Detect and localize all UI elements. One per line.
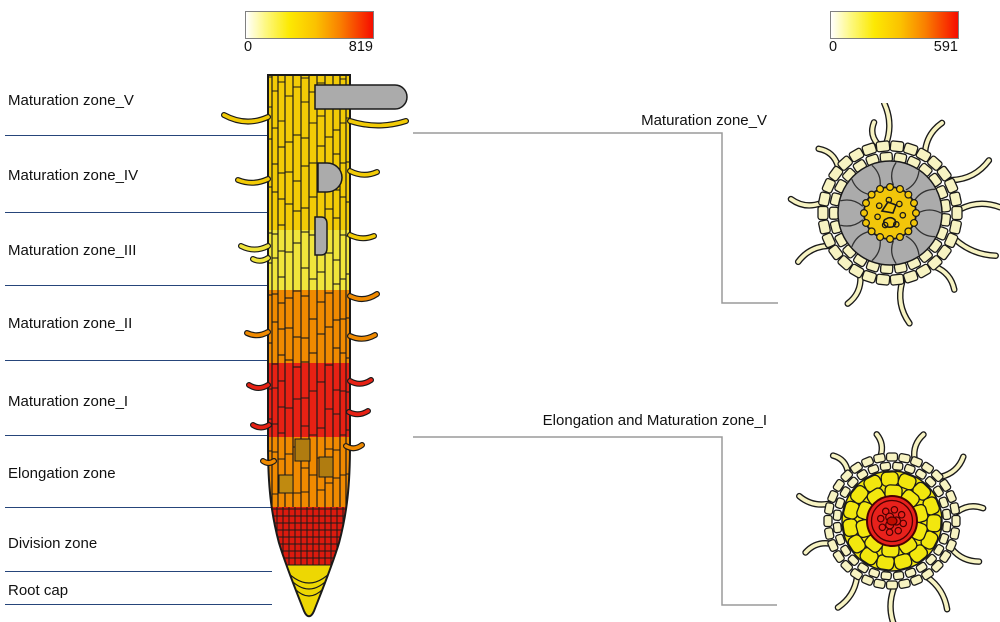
cross-section-maturation-zone-v xyxy=(787,103,1000,327)
zone-divider-5 xyxy=(5,435,272,436)
zone-divider-8 xyxy=(5,604,272,605)
zone-label-maturation-zone-i: Maturation zone_I xyxy=(8,393,129,410)
colorbar-right-min: 0 xyxy=(829,39,838,55)
section-title-maturation-zone-v: Maturation zone_V xyxy=(641,112,767,129)
colorbar-left-gradient xyxy=(245,11,374,39)
colorbar-right-max: 591 xyxy=(933,39,958,55)
cross-section-elongation-maturation-zone-i xyxy=(796,431,987,622)
colorbar-left-labels: 0 819 xyxy=(244,39,373,55)
zone-label-division-zone: Division zone xyxy=(8,535,98,552)
zone-divider-2 xyxy=(5,212,272,213)
zone-divider-4 xyxy=(5,360,272,361)
zone-label-elongation-zone: Elongation zone xyxy=(8,465,116,482)
colorbar-right-gradient xyxy=(830,11,959,39)
zone-label-maturation-zone-v: Maturation zone_V xyxy=(8,92,134,109)
zone-label-maturation-zone-ii: Maturation zone_II xyxy=(8,315,133,332)
bracket-maturation-v xyxy=(413,132,778,304)
colorbar-left-min: 0 xyxy=(244,39,253,55)
zone-divider-7 xyxy=(5,571,272,572)
zone-label-root-cap: Root cap xyxy=(8,582,69,599)
zone-divider-6 xyxy=(5,507,272,508)
zone-divider-3 xyxy=(5,285,272,286)
root-longitudinal-diagram xyxy=(221,74,409,618)
colorbar-left-max: 819 xyxy=(348,39,373,55)
zone-label-maturation-zone-iii: Maturation zone_III xyxy=(8,242,137,259)
section-title-elongation-maturation-zone-i: Elongation and Maturation zone_I xyxy=(542,412,767,429)
colorbar-right-labels: 0 591 xyxy=(829,39,958,55)
bracket-elongation-maturation-i xyxy=(413,436,777,606)
zone-label-maturation-zone-iv: Maturation zone_IV xyxy=(8,167,139,184)
zone-divider-1 xyxy=(5,135,272,136)
